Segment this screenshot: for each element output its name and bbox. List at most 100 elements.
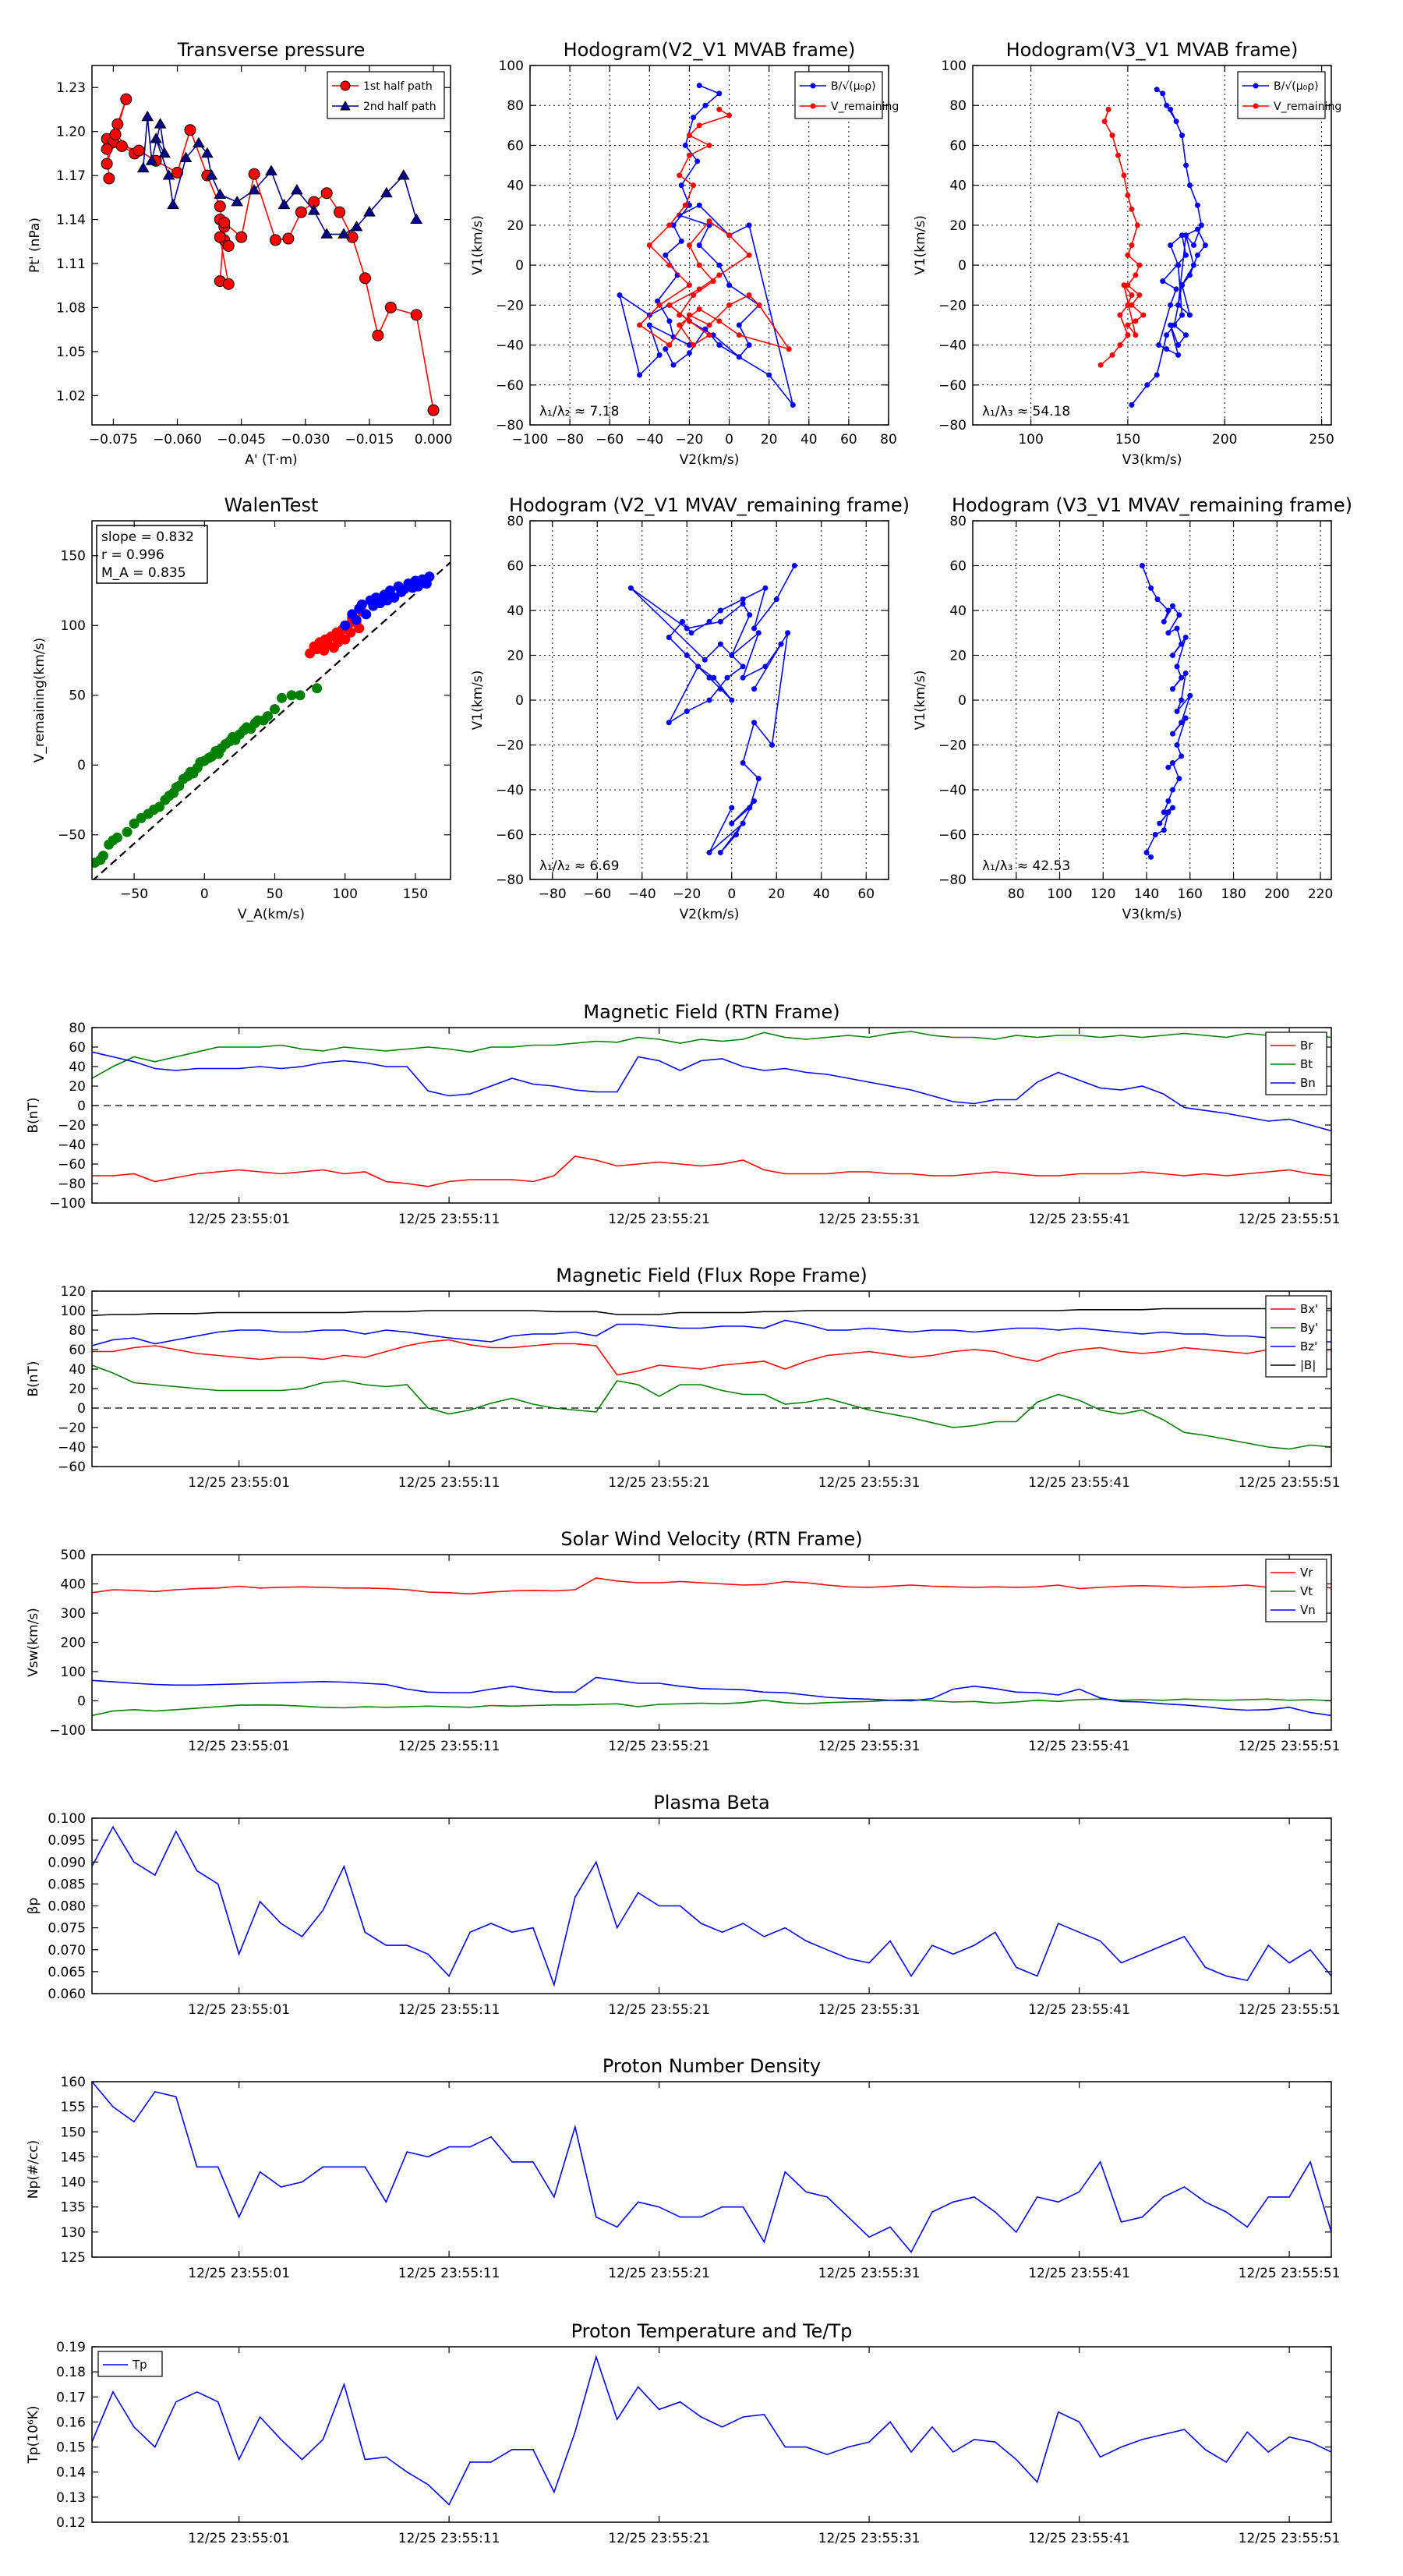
stats-box [96, 525, 208, 584]
x-tick-label: 150 [403, 886, 428, 902]
timeseries-panel-1: −60 −40 −20 0 20 40 60 80 100 120 12/25 23:55:01 12… [26, 1265, 1340, 1491]
legend-label: V_remaining [1274, 101, 1341, 113]
data-point [111, 118, 124, 130]
y-tick-label: −80 [496, 872, 524, 888]
data-point [1182, 715, 1189, 721]
data-point [340, 620, 351, 631]
data-point [696, 286, 702, 292]
y-tick-label: −20 [496, 738, 524, 754]
data-point [686, 342, 692, 349]
x-tick-label: 12/25 23:55:51 [1239, 2002, 1341, 2018]
legend-label: 2nd half path [363, 101, 436, 113]
data-point [637, 322, 643, 328]
y-tick-label: 0.095 [48, 1833, 86, 1849]
data-point [1175, 302, 1182, 308]
x-tick-label: 12/25 23:55:11 [398, 1739, 500, 1754]
data-point [1172, 322, 1178, 328]
x-tick-label: 12/25 23:55:51 [1239, 2266, 1341, 2281]
data-point [646, 322, 652, 328]
data-point [162, 169, 175, 180]
x-tick-label: 12/25 23:55:41 [1028, 2266, 1130, 2281]
x-tick-label: 12/25 23:55:31 [818, 1212, 921, 1227]
data-point [717, 607, 723, 614]
axes-frame [91, 520, 451, 880]
data-point [145, 154, 158, 165]
panel-2: λ₁/λ₃ ≈ 54.18 100 150 200 250 −80 −60 −40 −20 0 20… [913, 39, 1341, 468]
y-tick-label: −40 [938, 338, 967, 354]
x-tick-label: 0 [727, 886, 736, 902]
fit-line [92, 561, 451, 879]
series-line [92, 2355, 1331, 2506]
data-point [295, 206, 307, 218]
data-point [755, 776, 762, 782]
data-point [1117, 342, 1123, 349]
data-point [1121, 282, 1127, 288]
x-tick-label: 120 [1090, 886, 1115, 902]
data-point [746, 292, 752, 299]
x-tick-label: 100 [1018, 432, 1043, 448]
data-point [337, 228, 350, 239]
x-tick-label: 12/25 23:55:51 [1239, 1475, 1341, 1491]
data-point [1140, 312, 1147, 318]
series-line [618, 84, 794, 405]
data-point [751, 720, 757, 726]
data-point [1175, 352, 1182, 358]
y-tick-label: 80 [507, 98, 524, 114]
data-point [740, 596, 746, 603]
data-point [1174, 708, 1180, 714]
data-point [716, 262, 723, 268]
data-point [1198, 222, 1204, 228]
data-point [1148, 585, 1154, 591]
data-point [1175, 262, 1182, 268]
axes-frame [91, 1290, 1332, 1467]
data-point [729, 653, 735, 658]
x-tick-label: 100 [1047, 886, 1072, 902]
data-point [1194, 252, 1200, 258]
series-line [92, 1676, 1331, 1717]
data-point [214, 231, 226, 243]
data-point [686, 312, 692, 318]
x-tick-label: −50 [120, 886, 148, 902]
y-tick-label: −20 [58, 1421, 86, 1436]
x-tick-label: 12/25 23:55:11 [398, 1475, 500, 1491]
legend-marker [810, 83, 816, 89]
series-line [92, 1825, 1331, 1987]
x-tick-label: 12/25 23:55:31 [818, 2266, 921, 2281]
x-axis-label: V3(km/s) [1122, 452, 1182, 468]
x-axis-label: V3(km/s) [1122, 907, 1182, 922]
x-tick-label: 0 [725, 432, 733, 448]
y-tick-label: −20 [938, 738, 967, 754]
data-point [740, 663, 746, 670]
data-point [372, 329, 384, 341]
series-line [92, 2082, 1331, 2254]
data-point [1165, 798, 1172, 804]
data-point [1194, 226, 1200, 232]
y-axis-label: Pt' (nPa) [27, 218, 43, 273]
data-point [1169, 731, 1175, 737]
data-point [696, 122, 702, 129]
data-point [691, 115, 697, 121]
legend-marker [1253, 83, 1259, 89]
data-point [762, 663, 769, 670]
data-point [193, 136, 205, 148]
legend-label: Vr [1300, 1566, 1313, 1580]
data-point [1183, 232, 1189, 239]
x-tick-label: −0.030 [281, 432, 330, 448]
data-point [691, 292, 697, 299]
data-point [666, 262, 673, 268]
data-point [1125, 282, 1131, 288]
y-tick-label: 200 [61, 1636, 86, 1651]
y-tick-label: 0 [515, 258, 524, 274]
y-tick-label: 1.20 [56, 125, 86, 140]
data-point [790, 402, 796, 408]
timeseries-panel-2: −100 0 100 200 300 400 500 12/25 23:55:01 12/25 … [26, 1528, 1340, 1754]
y-tick-label: −40 [58, 1440, 86, 1456]
x-tick-label: 100 [332, 886, 357, 902]
data-point [179, 151, 193, 162]
y-tick-label: 0 [958, 693, 967, 709]
data-point [706, 850, 712, 855]
chart-title: Solar Wind Velocity (RTN Frame) [560, 1528, 862, 1550]
ratio-annotation: λ₁/λ₂ ≈ 7.18 [539, 404, 619, 419]
y-tick-label: 130 [61, 2225, 86, 2241]
x-tick-label: 200 [1212, 432, 1237, 448]
